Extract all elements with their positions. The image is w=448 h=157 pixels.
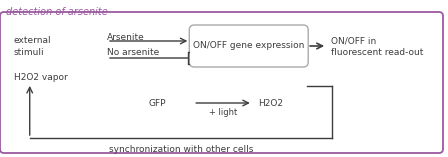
- Text: ON/OFF in
fluorescent read-out: ON/OFF in fluorescent read-out: [331, 36, 423, 57]
- Text: + light: + light: [209, 108, 237, 117]
- Text: No arsenite: No arsenite: [107, 48, 159, 57]
- Text: Arsenite: Arsenite: [107, 33, 145, 42]
- Text: external
stimuli: external stimuli: [14, 36, 52, 57]
- Text: detection of arsenite: detection of arsenite: [6, 7, 108, 17]
- Text: H2O2: H2O2: [258, 98, 283, 108]
- FancyBboxPatch shape: [190, 25, 308, 67]
- Text: GFP: GFP: [149, 98, 166, 108]
- Text: ON/OFF gene expression: ON/OFF gene expression: [193, 41, 305, 51]
- Text: H2O2 vapor: H2O2 vapor: [14, 73, 68, 82]
- Text: synchronization with other cells: synchronization with other cells: [109, 145, 254, 154]
